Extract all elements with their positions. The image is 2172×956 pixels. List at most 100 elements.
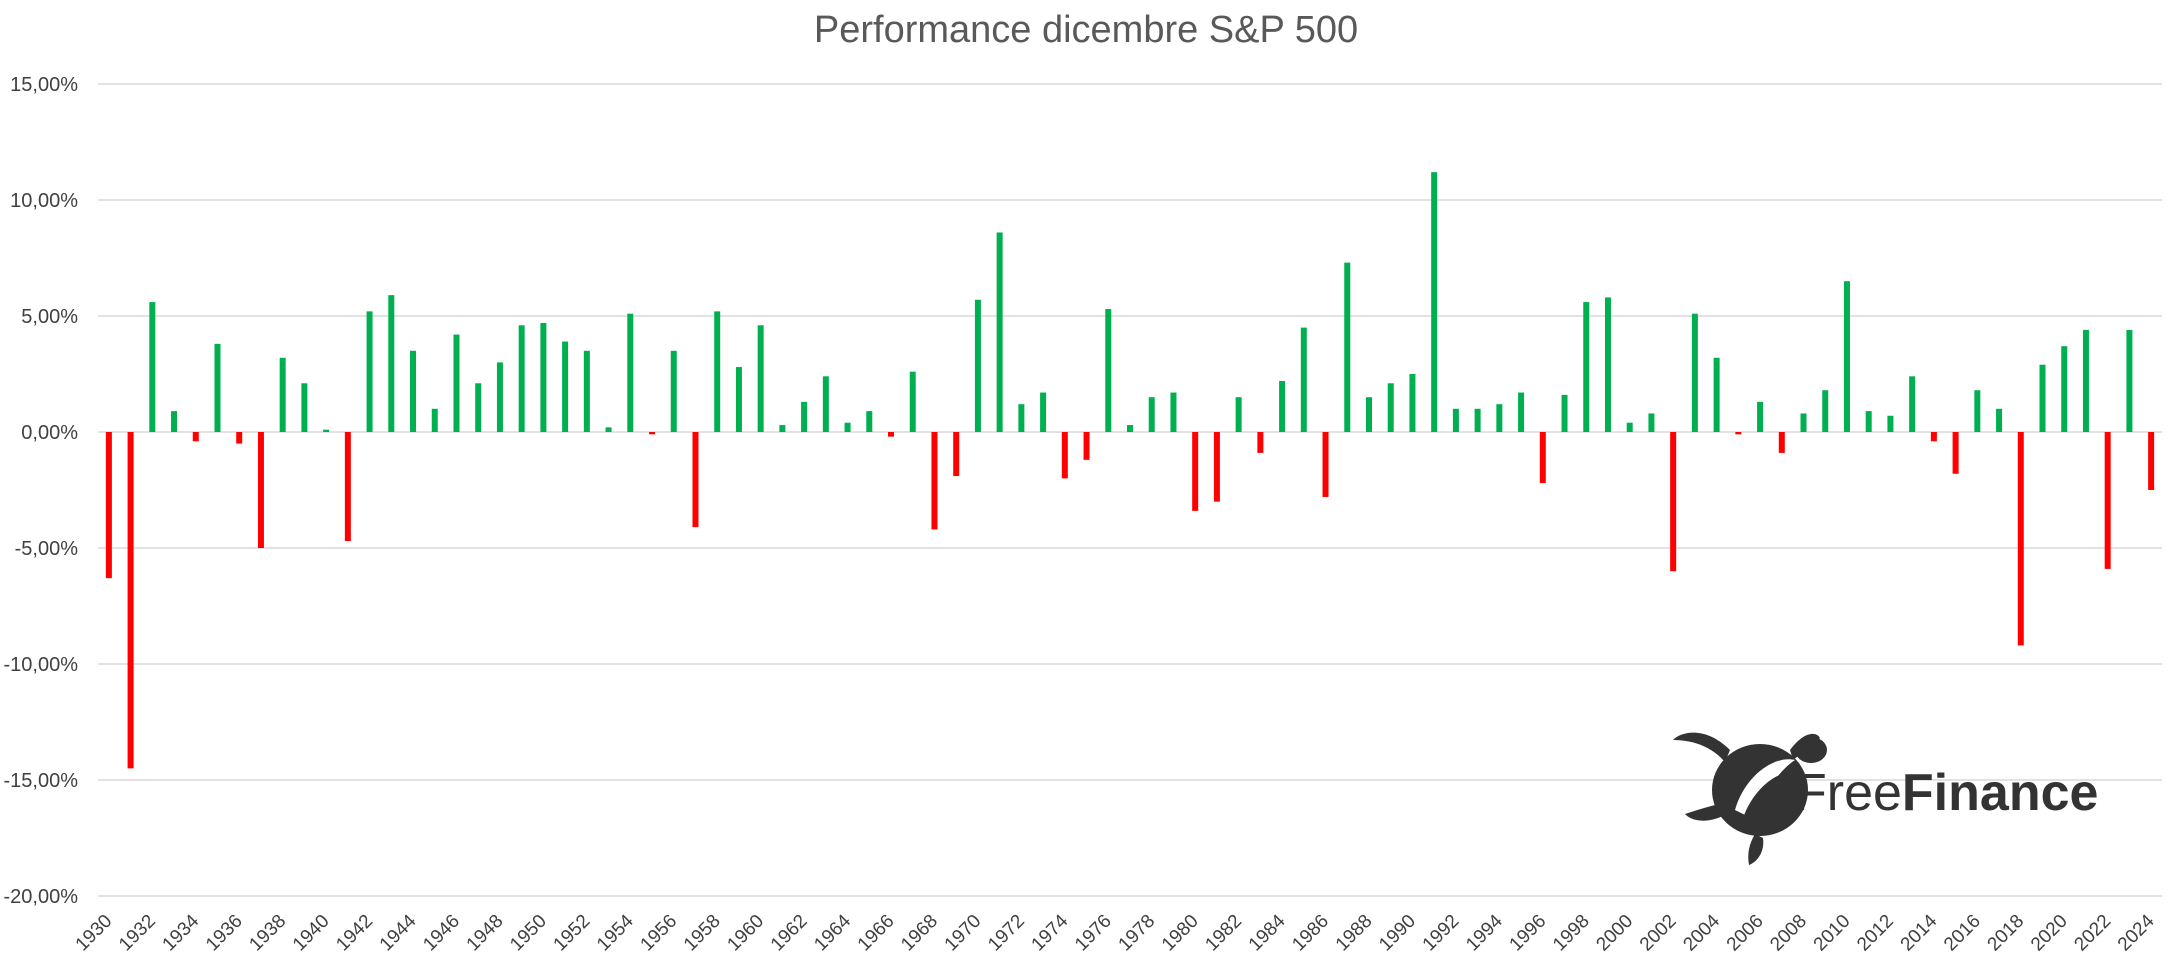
x-tick-label: 1948 [463,911,508,956]
bar-1940 [323,429,330,432]
bar-1960 [757,325,764,432]
x-tick-label: 1982 [1201,911,1246,956]
y-tick-label: 10,00% [10,190,78,212]
bar-1996 [1539,432,1546,484]
bar-1993 [1474,408,1481,432]
x-tick-label: 2010 [1810,911,1855,956]
bar-2008 [1800,413,1807,432]
x-tick-label: 1954 [593,910,638,955]
brand-name: FreeFinance [1795,764,2098,822]
y-tick-label: 5,00% [21,306,78,328]
x-tick-label: 1986 [1288,911,1333,956]
bar-2003 [1691,313,1698,432]
bar-1981 [1213,432,1220,502]
bar-2019 [2039,364,2046,432]
x-tick-label: 1966 [854,911,899,956]
bar-1994 [1496,404,1503,432]
bar-1954 [627,313,634,432]
bar-1959 [735,367,742,432]
bar-1962 [801,401,808,432]
x-tick-label: 2024 [2114,910,2159,955]
bar-1941 [344,432,351,542]
grid-layer [98,83,2162,897]
x-tick-label: 1936 [202,911,247,956]
bar-1971 [996,232,1003,432]
bar-2000 [1626,422,1633,432]
bar-2012 [1887,415,1894,432]
x-tick-label: 1994 [1462,910,1507,955]
x-tick-label: 1996 [1506,911,1551,956]
x-tick-label: 2016 [1940,911,1985,956]
bar-2001 [1648,413,1655,432]
bar-1976 [1105,309,1112,432]
bar-2023 [2126,329,2133,432]
x-tick-label: 2022 [2070,911,2115,956]
x-tick-label: 2020 [2027,911,2072,956]
x-tick-label: 1952 [550,911,595,956]
bar-2016 [1974,390,1981,432]
bar-1957 [692,432,699,528]
bar-1987 [1344,262,1351,432]
bar-2018 [2017,432,2024,646]
bar-1961 [779,425,786,432]
x-tick-label: 1960 [723,911,768,956]
chart-title: Performance dicembre S&P 500 [814,9,1358,51]
x-tick-label: 1934 [159,910,204,955]
bar-1948 [496,362,503,432]
x-tick-label: 1946 [419,911,464,956]
brand-name-bold: Finance [1902,764,2099,822]
bar-2010 [1843,281,1850,432]
x-tick-label: 1976 [1071,911,1116,956]
bar-2017 [1996,408,2003,432]
x-tick-label: 1998 [1549,911,1594,956]
bar-1966 [888,432,895,437]
bar-2002 [1670,432,1677,572]
bar-1990 [1409,374,1416,432]
x-tick-label: 1930 [72,911,117,956]
brand-name-light: Free [1795,764,1902,822]
bar-1997 [1561,394,1568,432]
x-tick-label: 2012 [1853,911,1898,956]
bar-1998 [1583,302,1590,432]
bar-1943 [388,295,395,432]
x-tick-label: 2006 [1723,911,1768,956]
bar-1931 [127,432,134,769]
x-tick-label: 2000 [1592,911,1637,956]
bar-2005 [1735,432,1742,435]
bar-1946 [453,334,460,432]
bar-1949 [518,325,525,432]
y-tick-label: -5,00% [15,538,79,560]
bar-1972 [1018,404,1025,432]
bar-2011 [1865,411,1872,432]
bar-2020 [2061,346,2068,432]
bar-1936 [236,432,243,444]
brand-logo: FreeFinance [1673,732,2098,865]
bar-1958 [714,311,721,432]
x-tick-label: 1984 [1245,910,1290,955]
bar-2009 [1822,390,1829,432]
x-tick-label: 1968 [897,911,942,956]
bar-1983 [1257,432,1264,453]
x-tick-label: 1990 [1375,911,1420,956]
bar-2014 [1930,432,1937,442]
bar-1939 [301,383,308,432]
bar-2021 [2082,329,2089,432]
bar-1980 [1192,432,1199,511]
sea-turtle-icon [1673,732,1827,865]
bar-1950 [540,322,547,432]
bar-1951 [562,341,569,432]
x-tick-label: 1980 [1158,911,1203,956]
y-tick-label: -10,00% [4,654,79,676]
bar-1947 [475,383,482,432]
bar-1982 [1235,397,1242,432]
bar-1978 [1148,397,1155,432]
x-axis-labels: 1930193219341936193819401942194419461948… [72,910,2159,955]
bar-1977 [1127,425,1133,432]
bar-1937 [257,432,264,548]
bar-1964 [844,422,851,432]
bar-1952 [583,350,590,432]
bar-1970 [974,299,981,432]
bar-1984 [1279,380,1286,432]
bar-1944 [410,350,417,432]
